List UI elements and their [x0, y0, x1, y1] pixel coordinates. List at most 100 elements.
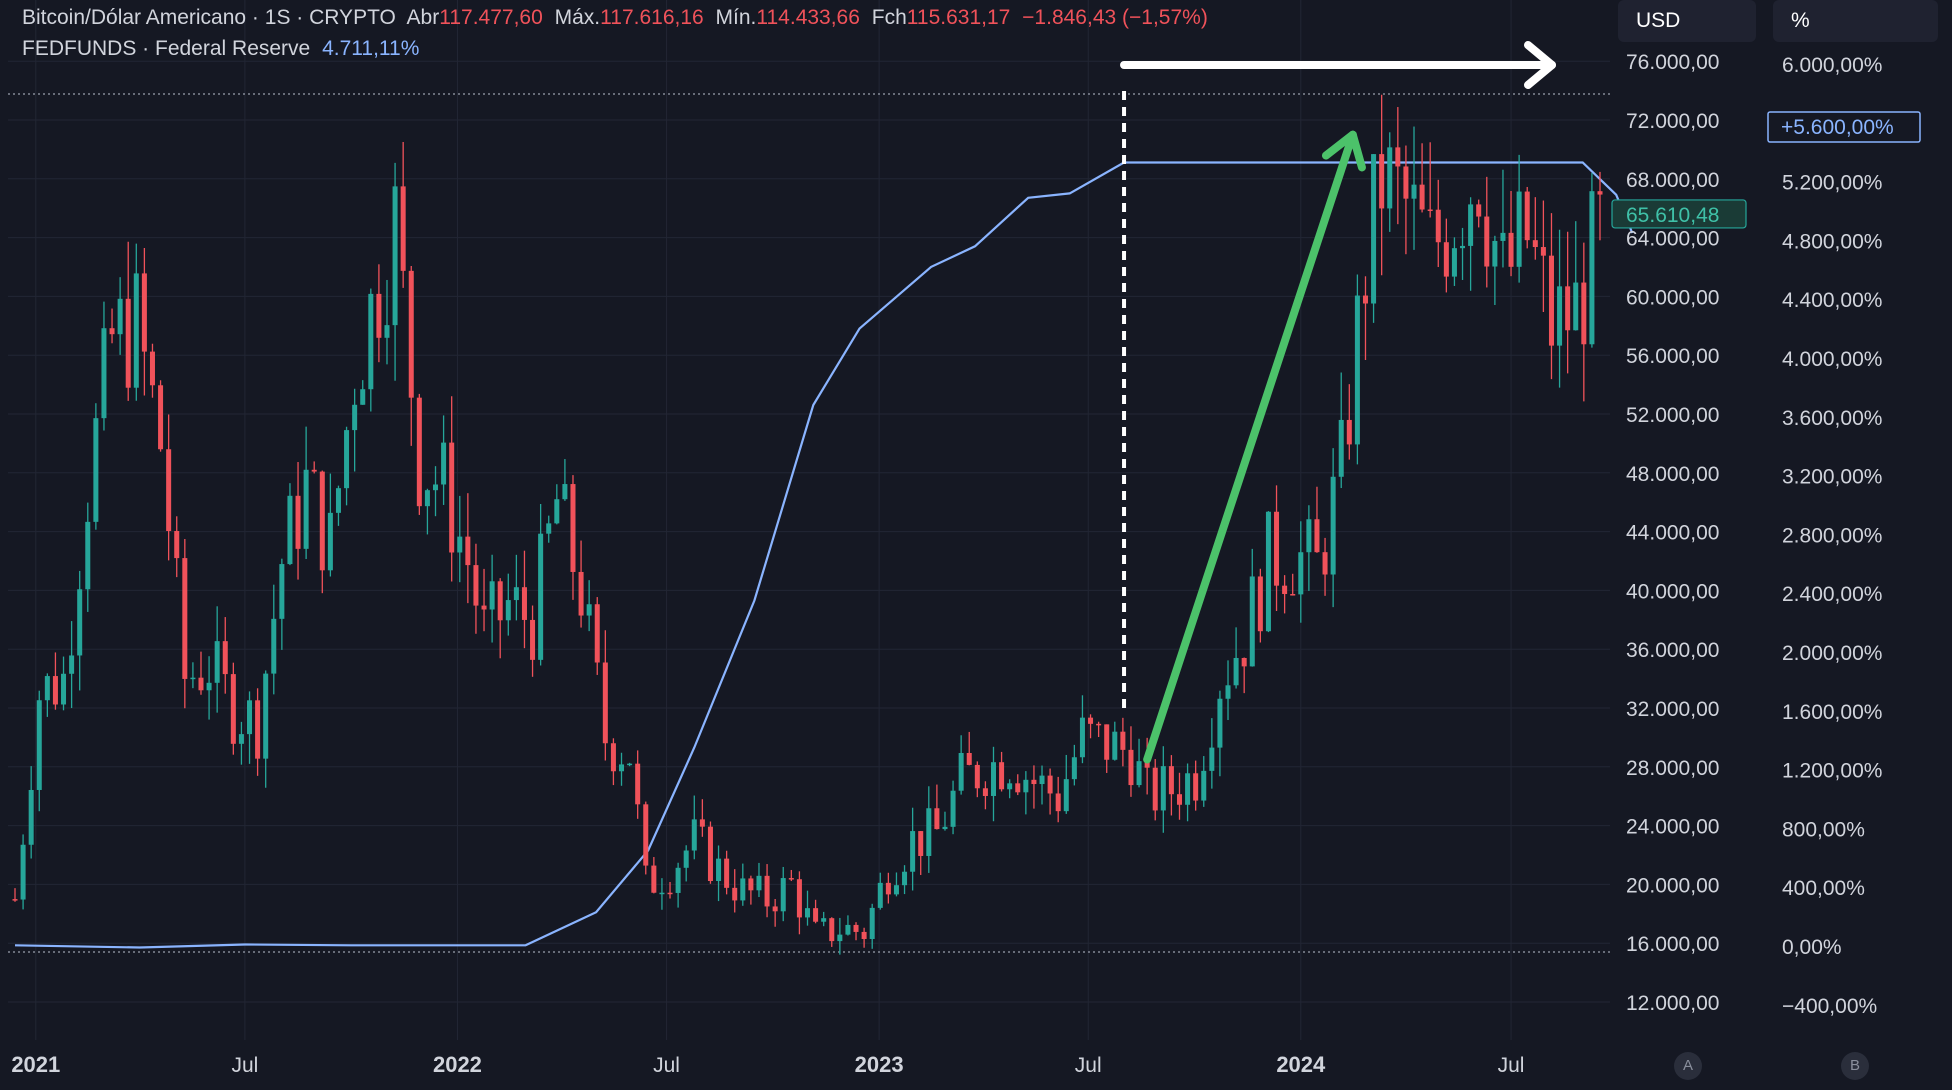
price-tick-label: 48.000,00 — [1626, 463, 1719, 486]
candle-body — [1144, 761, 1150, 768]
price-tick-label: 68.000,00 — [1626, 169, 1719, 192]
time-tick-label: Jul — [653, 1054, 680, 1077]
candle-body — [667, 892, 673, 895]
candle-body — [20, 844, 26, 900]
candle-body — [1516, 191, 1522, 267]
usd-unit-selector[interactable]: USD — [1618, 0, 1756, 42]
legend-low-label: Mín. — [715, 6, 757, 29]
candle-body — [149, 351, 155, 386]
legend-close: 115.631,17 — [906, 6, 1011, 29]
candle-body — [1427, 209, 1433, 212]
candle-body — [166, 449, 172, 532]
candle-body — [1274, 511, 1280, 586]
candle-body — [1362, 295, 1368, 304]
candle-body — [1128, 749, 1134, 786]
percent-tick-label: 400,00% — [1782, 877, 1865, 900]
candle-body — [1015, 783, 1021, 793]
candle-body — [1290, 594, 1296, 596]
candle-body — [813, 908, 819, 922]
candle-body — [966, 752, 972, 765]
candle-body — [1233, 657, 1239, 686]
candle-body — [457, 536, 463, 553]
candle-body — [344, 430, 350, 489]
percent-tick-label: −400,00% — [1782, 995, 1877, 1018]
candle-body — [893, 885, 899, 895]
annotations — [1120, 41, 1556, 764]
candle-body — [635, 763, 641, 805]
candle-body — [1435, 209, 1441, 243]
candle-body — [982, 788, 988, 796]
candle-body — [1152, 767, 1158, 811]
candle-body — [1451, 248, 1457, 277]
candle-body — [1500, 232, 1506, 241]
auto-scale-button[interactable]: A — [1674, 1052, 1702, 1080]
candle-body — [1063, 779, 1069, 812]
candle-body — [141, 273, 147, 352]
price-tick-label: 60.000,00 — [1626, 286, 1719, 309]
candle-body — [222, 641, 228, 675]
candle-body — [61, 673, 67, 705]
candle-body — [392, 186, 398, 326]
price-tick-label: 28.000,00 — [1626, 757, 1719, 780]
candle-body — [1346, 419, 1352, 445]
scale-b-button[interactable]: B — [1841, 1052, 1869, 1080]
candle-body — [1023, 779, 1029, 793]
candle-body — [230, 674, 236, 744]
candle-body — [1476, 204, 1482, 217]
legend-close-label: Fch — [871, 6, 907, 29]
time-axis[interactable]: 2021 Jul 2022 Jul 2023 Jul 2024 Jul — [11, 1052, 1524, 1077]
candle-body — [1395, 147, 1401, 167]
price-tick-label: 40.000,00 — [1626, 580, 1719, 603]
candle-body — [1443, 242, 1449, 277]
candle-body — [101, 328, 107, 419]
candle-body — [910, 831, 916, 872]
candle-body — [1379, 154, 1385, 209]
candle-body — [1071, 757, 1077, 780]
percent-unit-selector[interactable]: % — [1773, 0, 1938, 42]
candle-body — [845, 924, 851, 935]
candle-body — [1403, 166, 1409, 199]
price-tick-label: 16.000,00 — [1626, 933, 1719, 956]
candle-body — [400, 186, 406, 271]
candle-body — [594, 604, 600, 663]
percent-tick-label: 1.200,00% — [1782, 760, 1882, 783]
usd-price-axis[interactable]: 12.000,00 16.000,00 20.000,00 24.000,00 28.0… — [1611, 51, 1747, 1015]
candle-body — [586, 604, 592, 616]
candle-body — [303, 469, 309, 549]
price-tick-label: 52.000,00 — [1626, 404, 1719, 427]
fed-current-label: +5.600,00% — [1781, 116, 1894, 139]
candle-body — [902, 871, 908, 886]
price-tick-label: 76.000,00 — [1626, 51, 1719, 74]
price-tick-label: 20.000,00 — [1626, 874, 1719, 897]
candle-body — [821, 918, 827, 922]
candle-body — [1565, 286, 1571, 331]
legend-fed-symbol[interactable]: FEDFUNDS · Federal Reserve — [22, 37, 311, 60]
time-tick-label: 2023 — [855, 1052, 904, 1077]
candle-body — [885, 882, 891, 895]
candle-body — [1225, 685, 1231, 699]
candle-body — [1573, 282, 1579, 331]
candle-body — [1589, 191, 1595, 345]
candle-body — [780, 878, 786, 912]
time-tick-label: Jul — [1075, 1054, 1102, 1077]
candle-body — [424, 490, 430, 507]
candle-body — [271, 618, 277, 674]
price-tick-label: 56.000,00 — [1626, 345, 1719, 368]
candle-body — [1249, 576, 1255, 667]
candle-body — [190, 677, 196, 680]
candle-body — [1492, 240, 1498, 267]
green-arrow-shaft — [1143, 130, 1357, 764]
candle-body — [643, 804, 649, 866]
candle-body — [279, 564, 285, 619]
candle-body — [950, 790, 956, 827]
candle-body — [416, 397, 422, 507]
candle-body — [214, 641, 220, 683]
candle-body — [716, 858, 722, 881]
candle-body — [433, 484, 439, 491]
candle-body — [1007, 783, 1013, 790]
candle-body — [287, 495, 293, 565]
percent-axis[interactable]: −400,00% 0,00% 400,00% 800,00% 1.200,00% 1.60… — [1767, 54, 1921, 1018]
candle-body — [158, 385, 164, 450]
legend-symbol[interactable]: Bitcoin/Dólar Americano · 1S · CRYPTO — [22, 6, 396, 29]
